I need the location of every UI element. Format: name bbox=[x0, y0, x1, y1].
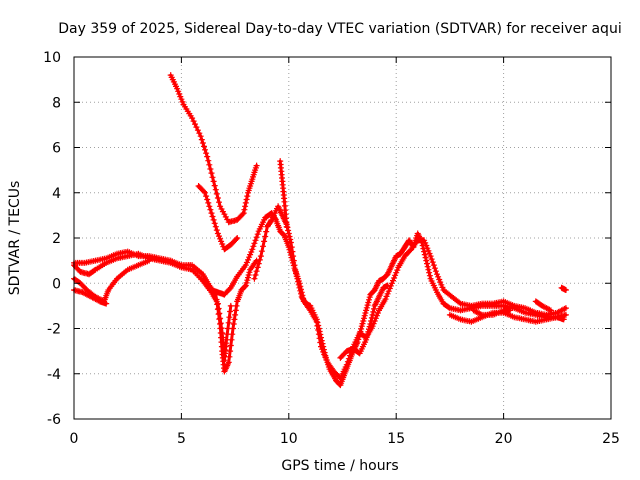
series-segment bbox=[71, 250, 234, 364]
grid bbox=[74, 57, 611, 419]
data-point-markers bbox=[558, 284, 569, 293]
data-point-markers bbox=[251, 203, 569, 382]
series-segment bbox=[558, 284, 569, 293]
data-point-markers bbox=[195, 183, 241, 253]
y-tick-label: 2 bbox=[52, 231, 61, 247]
series-segment bbox=[277, 158, 290, 230]
x-axis-label: GPS time / hours bbox=[281, 458, 398, 474]
series-segment bbox=[251, 203, 569, 382]
data-point-markers bbox=[470, 307, 513, 318]
series-segment bbox=[532, 298, 554, 314]
series-segment bbox=[195, 183, 241, 253]
y-tick-label: 4 bbox=[52, 186, 61, 202]
y-tick-label: 0 bbox=[52, 276, 61, 292]
chart-title: Day 359 of 2025, Sidereal Day-to-day VTE… bbox=[58, 21, 621, 37]
series-segment bbox=[167, 72, 260, 226]
x-tick-label: 20 bbox=[495, 431, 513, 447]
x-tick-label: 0 bbox=[70, 431, 79, 447]
series-segment bbox=[71, 287, 110, 307]
data-marks bbox=[71, 72, 569, 389]
y-tick-label: -4 bbox=[47, 367, 61, 383]
series-line bbox=[169, 73, 259, 224]
y-tick-label: -2 bbox=[47, 322, 61, 338]
y-tick-label: 6 bbox=[52, 141, 61, 157]
data-point-markers bbox=[532, 298, 554, 314]
series-segment bbox=[337, 282, 391, 361]
data-point-markers bbox=[167, 72, 260, 226]
tick-marks bbox=[73, 56, 612, 420]
y-axis-label: SDTVAR / TECUs bbox=[7, 181, 23, 296]
series-segment bbox=[470, 307, 513, 318]
data-point-markers bbox=[71, 250, 234, 364]
y-tick-label: 10 bbox=[43, 50, 61, 66]
y-tick-label: 8 bbox=[52, 95, 61, 111]
data-point-markers bbox=[277, 158, 290, 230]
x-tick-label: 15 bbox=[387, 431, 405, 447]
x-tick-label: 5 bbox=[177, 431, 186, 447]
x-tick-label: 10 bbox=[280, 431, 298, 447]
x-tick-label: 25 bbox=[602, 431, 620, 447]
data-point-markers bbox=[337, 282, 391, 361]
tick-labels: 0 5 10 15 20 25 -6 -4 -2 0 2 4 6 8 10 bbox=[43, 50, 620, 447]
y-tick-label: -6 bbox=[47, 412, 61, 428]
